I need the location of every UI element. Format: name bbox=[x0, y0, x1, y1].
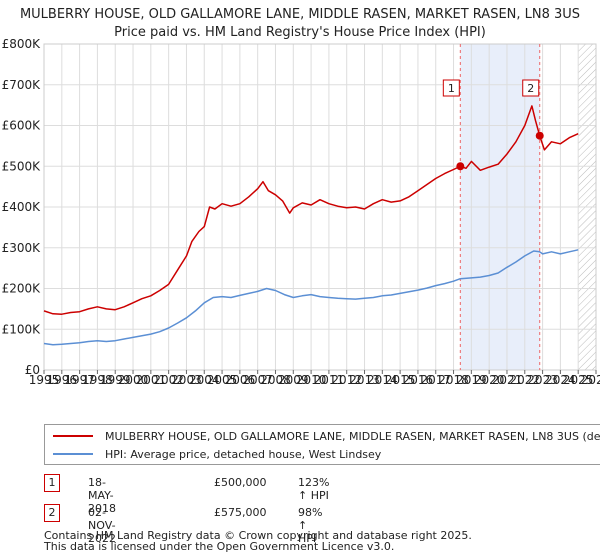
legend: MULBERRY HOUSE, OLD GALLAMORE LANE, MIDD… bbox=[44, 424, 600, 465]
x-tick-label: 1995 bbox=[29, 373, 60, 387]
sale-date: 18-MAY-2018 bbox=[88, 476, 116, 515]
legend-property-swatch bbox=[53, 435, 93, 437]
x-tick-label: 2023 bbox=[527, 373, 558, 387]
x-tick-label: 2022 bbox=[510, 373, 541, 387]
sale-label-box bbox=[442, 79, 460, 97]
x-tick-label: 2020 bbox=[474, 373, 505, 387]
x-tick-label: 2012 bbox=[331, 373, 362, 387]
plot-border bbox=[43, 43, 597, 371]
price-chart: 1 2 £0 £100K £200K £300K £400K £500K £600K £700K… bbox=[2, 37, 600, 387]
chart-title: MULBERRY HOUSE, OLD GALLAMORE LANE, MIDD… bbox=[0, 6, 600, 42]
x-tick-label: 2000 bbox=[118, 373, 149, 387]
y-tick-label: £300K bbox=[2, 241, 42, 255]
sale-label-number: 1 bbox=[448, 82, 455, 95]
x-tick-label: 2007 bbox=[242, 373, 273, 387]
x-tick-label: 2014 bbox=[367, 373, 398, 387]
x-tick-label: 1998 bbox=[82, 373, 113, 387]
y-tick-label: £600K bbox=[2, 119, 42, 133]
x-tick-label: 1997 bbox=[64, 373, 95, 387]
sale-label-box bbox=[522, 79, 540, 97]
legend-hpi-label: HPI: Average price, detached house, West… bbox=[105, 447, 382, 461]
sale-date: 02-NOV-2022 bbox=[88, 506, 116, 545]
x-tick-label: 2005 bbox=[207, 373, 238, 387]
legend-property: MULBERRY HOUSE, OLD GALLAMORE LANE, MIDD… bbox=[53, 427, 600, 445]
x-tick-label: 2009 bbox=[278, 373, 309, 387]
footer-licence: This data is licensed under the Open Gov… bbox=[44, 540, 395, 553]
x-tick-label: 2001 bbox=[136, 373, 167, 387]
x-tick-label: 2013 bbox=[349, 373, 380, 387]
y-tick-label: £400K bbox=[2, 200, 42, 214]
x-tick-label: 2002 bbox=[153, 373, 184, 387]
x-tick-label: 2015 bbox=[385, 373, 416, 387]
x-tick-label: 2011 bbox=[314, 373, 345, 387]
y-tick-label: £100K bbox=[2, 322, 42, 336]
hpi-line bbox=[43, 249, 579, 346]
x-tick-label: 2021 bbox=[492, 373, 523, 387]
y-tick-label: £700K bbox=[2, 78, 42, 92]
footer-copyright: Contains HM Land Registry data © Crown c… bbox=[44, 529, 472, 542]
sale-point bbox=[535, 131, 544, 140]
y-tick-label: £200K bbox=[2, 282, 42, 296]
legend-property-label: MULBERRY HOUSE, OLD GALLAMORE LANE, MIDD… bbox=[105, 429, 600, 443]
x-tick-label: 2006 bbox=[225, 373, 256, 387]
sale-hpi-change: 98% ↑ HPI bbox=[298, 506, 323, 545]
footer: Contains HM Land Registry data © Crown c… bbox=[44, 530, 472, 552]
x-tick-label: 2019 bbox=[456, 373, 487, 387]
x-tick-label: 2017 bbox=[420, 373, 451, 387]
sale-marker-badge: 2 bbox=[44, 504, 60, 522]
x-tick-label: 2003 bbox=[171, 373, 202, 387]
sale-price: £500,000 bbox=[214, 476, 267, 489]
legend-hpi: HPI: Average price, detached house, West… bbox=[53, 445, 381, 463]
sale-price: £575,000 bbox=[214, 506, 267, 519]
sale-label-number: 2 bbox=[527, 82, 534, 95]
sale-hpi-change: 123% ↑ HPI bbox=[298, 476, 330, 502]
y-tick-label: £500K bbox=[2, 159, 42, 173]
sale-point bbox=[456, 162, 465, 171]
x-tick-label: 2025 bbox=[563, 373, 594, 387]
y-tick-label: £800K bbox=[2, 37, 42, 51]
chart-title-line1: MULBERRY HOUSE, OLD GALLAMORE LANE, MIDD… bbox=[19, 7, 581, 22]
x-tick-label: 1996 bbox=[47, 373, 78, 387]
legend-hpi-swatch bbox=[53, 453, 93, 455]
property-price-line bbox=[43, 105, 579, 315]
x-tick-label: 1999 bbox=[100, 373, 131, 387]
y-tick-label: £0 bbox=[25, 363, 40, 377]
sale-marker-badge: 1 bbox=[44, 474, 60, 492]
x-tick-label: 2008 bbox=[260, 373, 291, 387]
x-tick-label: 2024 bbox=[545, 373, 576, 387]
x-tick-label: 2004 bbox=[189, 373, 220, 387]
x-tick-label: 2018 bbox=[438, 373, 469, 387]
x-tick-label: 2026 bbox=[581, 373, 600, 387]
x-tick-label: 2016 bbox=[403, 373, 434, 387]
chart-title-line2: Price paid vs. HM Land Registry's House … bbox=[114, 25, 486, 40]
x-tick-label: 2010 bbox=[296, 373, 327, 387]
